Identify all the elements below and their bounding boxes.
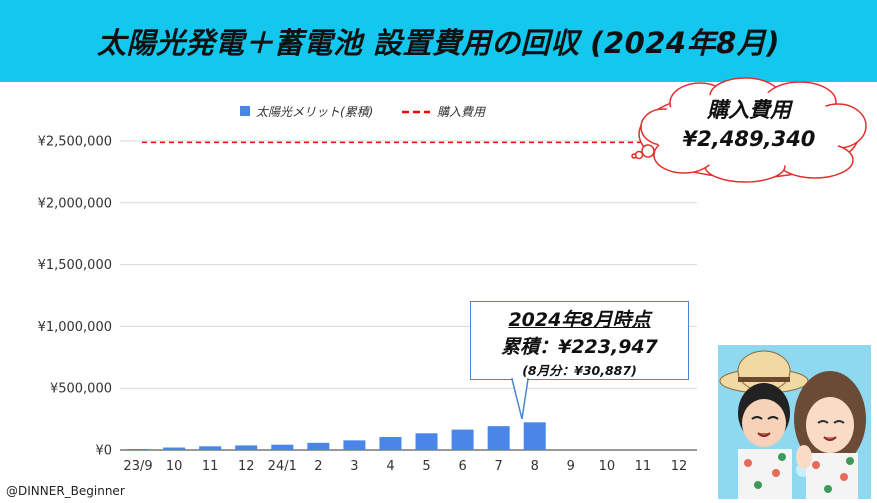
x-tick-label: 8 bbox=[531, 459, 539, 474]
y-tick-label: ¥1,000,000 bbox=[38, 320, 112, 335]
callout-date: 2024年8月時点 bbox=[508, 309, 651, 331]
bar bbox=[127, 449, 150, 450]
bar bbox=[379, 437, 402, 450]
character-avatars-image bbox=[718, 345, 871, 499]
x-tick-label: 12 bbox=[238, 459, 255, 474]
x-tick-label: 11 bbox=[635, 459, 652, 474]
bar bbox=[343, 440, 366, 450]
x-tick-label: 12 bbox=[671, 459, 688, 474]
callout-monthly: (8月分：¥30,887) bbox=[522, 363, 637, 378]
x-tick-label: 24/1 bbox=[268, 459, 297, 474]
y-tick-label: ¥500,000 bbox=[50, 382, 112, 397]
x-tick-label: 2 bbox=[314, 459, 322, 474]
purchase-cost-cloud: 購入費用 ¥2,489,340 bbox=[674, 96, 824, 154]
bar bbox=[415, 433, 438, 450]
x-tick-label: 10 bbox=[599, 459, 616, 474]
author-credit: @DINNER_Beginner bbox=[6, 484, 125, 498]
legend-bar-swatch bbox=[240, 106, 250, 116]
x-tick-label: 7 bbox=[495, 459, 503, 474]
header-bar bbox=[0, 0, 877, 82]
bar bbox=[523, 422, 546, 450]
cost-recovery-chart: ¥0 ¥500,000 ¥1,000,000 ¥1,500,000 ¥2,000,000… bbox=[38, 105, 697, 474]
x-tick-label: 23/9 bbox=[123, 459, 152, 474]
x-tick-label: 9 bbox=[567, 459, 575, 474]
callout-cumulative: 累積：¥223,947 bbox=[501, 336, 658, 358]
x-tick-label: 3 bbox=[350, 459, 358, 474]
x-tick-label: 4 bbox=[386, 459, 394, 474]
bar bbox=[271, 444, 294, 450]
y-tick-label: ¥2,000,000 bbox=[38, 196, 112, 211]
bar bbox=[199, 446, 222, 450]
x-tick-label: 10 bbox=[166, 459, 183, 474]
bar bbox=[235, 445, 258, 450]
legend-bar-label: 太陽光メリット(累積) bbox=[256, 105, 373, 119]
x-tick-label: 11 bbox=[202, 459, 219, 474]
legend-line-label: 購入費用 bbox=[437, 105, 486, 119]
bar bbox=[163, 447, 186, 450]
y-tick-label: ¥0 bbox=[95, 444, 112, 459]
current-status-callout: 2024年8月時点 累積：¥223,947 (8月分：¥30,887) bbox=[470, 301, 689, 380]
page-title: 太陽光発電＋蓄電池 設置費用の回収 (2024年8月) bbox=[96, 26, 781, 60]
x-tick-label: 6 bbox=[458, 459, 466, 474]
cloud-label: 購入費用 bbox=[707, 98, 791, 122]
y-tick-label: ¥2,500,000 bbox=[38, 135, 112, 150]
bar bbox=[451, 429, 474, 450]
y-tick-label: ¥1,500,000 bbox=[38, 258, 112, 273]
x-tick-label: 5 bbox=[422, 459, 430, 474]
cloud-value: ¥2,489,340 bbox=[682, 127, 816, 151]
bar bbox=[307, 442, 330, 450]
bar bbox=[487, 426, 510, 450]
